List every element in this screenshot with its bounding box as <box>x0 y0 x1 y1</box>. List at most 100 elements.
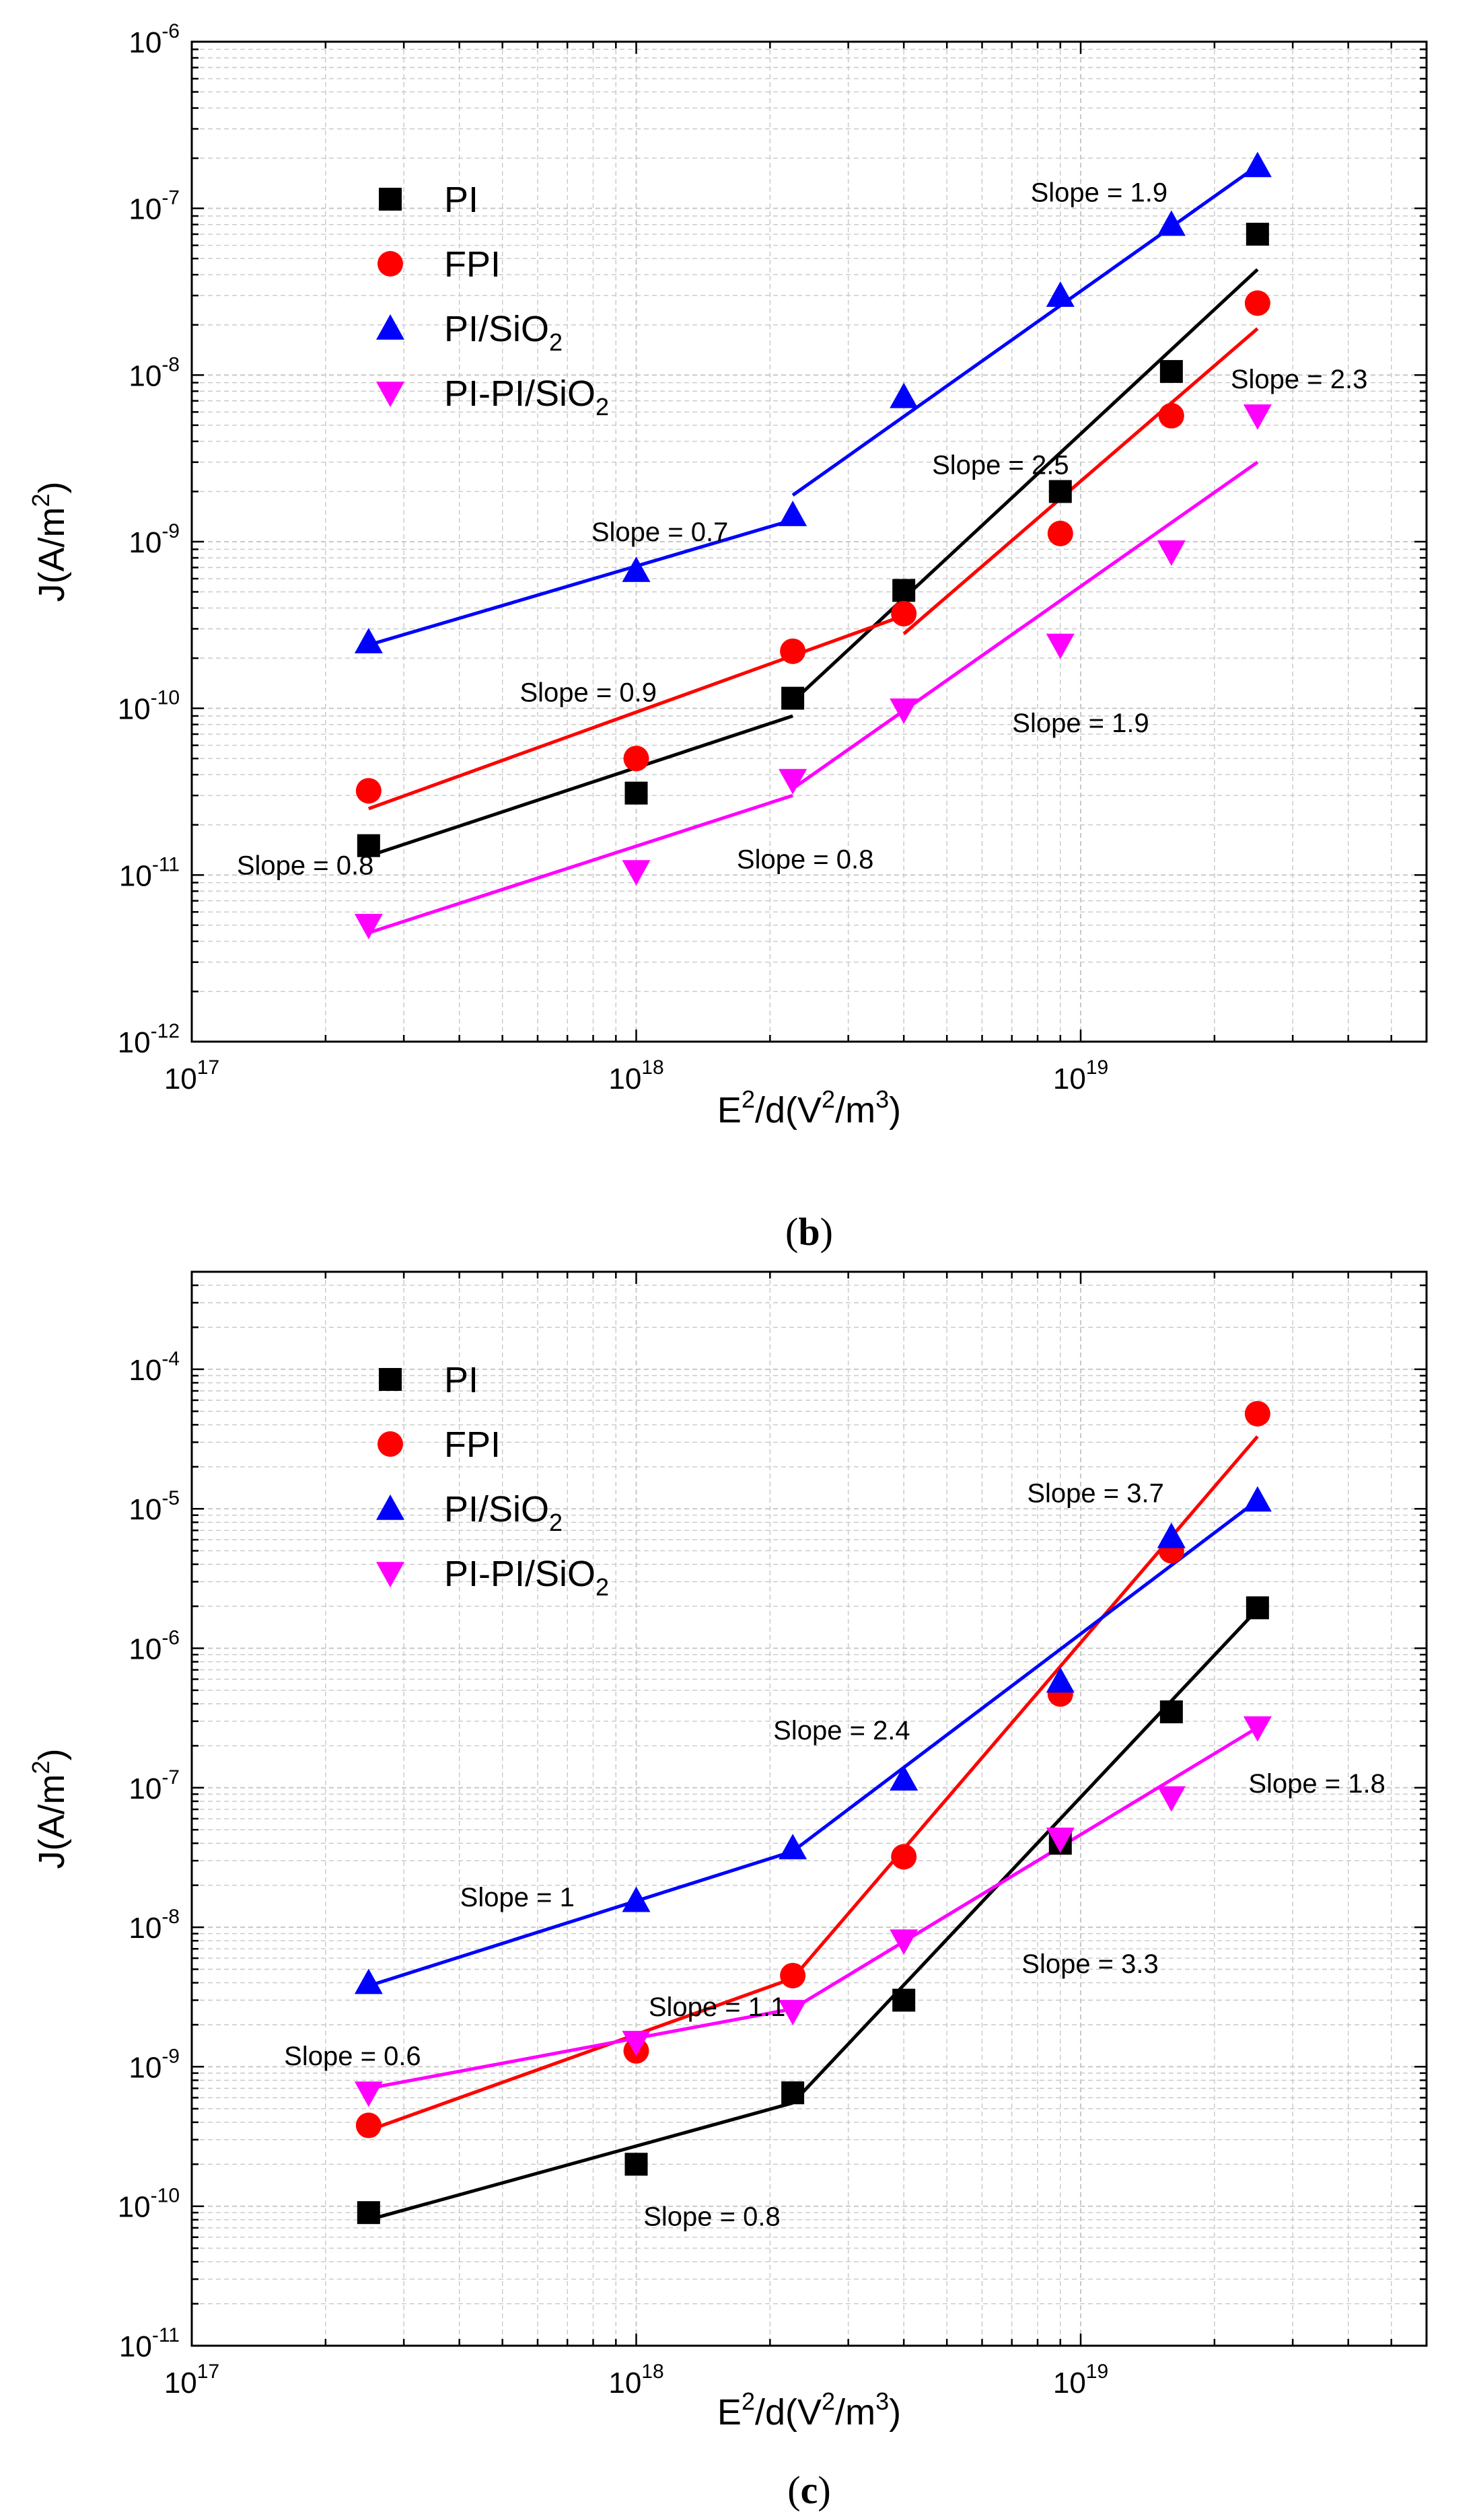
panel-paren: ( <box>787 2468 800 2512</box>
series-points <box>357 223 1269 857</box>
tick-base: 10 <box>1053 2367 1086 2400</box>
y-title-part: ) <box>32 481 72 493</box>
series-points <box>354 1486 1272 1994</box>
data-point <box>1047 520 1073 546</box>
x-tick-label: 1018 <box>608 2361 663 2400</box>
y-tick-label: 10-11 <box>119 2324 180 2363</box>
data-point <box>1046 1827 1075 1853</box>
fit-line <box>368 793 793 935</box>
legend-label: PI-PI/SiO2 <box>444 1554 609 1601</box>
fit-line <box>791 164 1259 497</box>
fit-lines <box>367 164 1259 935</box>
data-point <box>1159 1700 1183 1724</box>
data-point <box>890 1765 918 1791</box>
y-tick-label: 10-5 <box>129 1487 180 1526</box>
tick-base: 10 <box>129 1912 161 1945</box>
tick-base: 10 <box>129 359 161 392</box>
y-axis-title: J(A/m2) <box>27 481 72 602</box>
legend-label: PI/SiO2 <box>444 1489 563 1536</box>
slope-annotation: Slope = 0.9 <box>519 678 657 708</box>
x-tick-label: 1019 <box>1053 2361 1108 2400</box>
data-point <box>1157 1522 1186 1548</box>
tick-exponent: -8 <box>161 353 180 375</box>
legend-text: PI/SiO <box>444 309 549 349</box>
data-point <box>1244 1400 1270 1427</box>
tick-base: 10 <box>608 2367 641 2400</box>
tick-exponent: -8 <box>161 1906 180 1928</box>
x-title-part: /m <box>835 2392 875 2433</box>
tick-base: 10 <box>118 1026 151 1059</box>
y-title-sup: 2 <box>27 1760 55 1774</box>
tick-base: 10 <box>129 193 161 226</box>
legend-marker <box>379 1368 402 1391</box>
legend-text: PI <box>444 1360 478 1400</box>
x-title-sup: 2 <box>742 1085 755 1113</box>
slope-annotation: Slope = 1.1 <box>649 1992 786 2022</box>
legend-label: FPI <box>444 244 501 285</box>
data-point <box>891 600 917 626</box>
fit-line <box>791 460 1259 790</box>
fit-line <box>368 2101 793 2222</box>
panel-label: (b) <box>785 1210 833 1254</box>
tick-exponent: -4 <box>161 1348 180 1370</box>
legend-subscript: 2 <box>596 393 609 421</box>
legend-label: PI <box>444 180 478 220</box>
legend-text: PI-PI/SiO <box>444 1554 596 1594</box>
data-point <box>622 2031 651 2056</box>
slope-annotation: Slope = 1 <box>460 1883 575 1912</box>
data-point <box>355 778 382 804</box>
slope-annotation: Slope = 2.5 <box>932 450 1069 480</box>
y-axis-title: J(A/m2) <box>27 1748 72 1869</box>
tick-exponent: 18 <box>641 1056 663 1079</box>
x-title-part: ) <box>889 1090 901 1130</box>
tick-base: 10 <box>164 1063 197 1095</box>
data-point <box>1159 360 1183 384</box>
legend-text: PI-PI/SiO <box>444 373 596 414</box>
data-point <box>1157 210 1186 236</box>
data-point <box>355 2112 382 2138</box>
fit-line <box>368 518 793 647</box>
y-tick-label: 10-8 <box>129 353 180 392</box>
x-title-part: /d(V <box>755 1090 822 1130</box>
x-axis-title: E2/d(V2/m3) <box>717 2387 901 2433</box>
y-tick-label: 10-10 <box>118 2185 180 2224</box>
series-points <box>354 1716 1272 2108</box>
legend-label: PI-PI/SiO2 <box>444 373 609 421</box>
axis-ticks <box>190 1270 1428 2347</box>
tick-exponent: -10 <box>151 2185 180 2207</box>
tick-exponent: -6 <box>161 20 180 42</box>
y-tick-label: 10-9 <box>129 520 180 559</box>
tick-base: 10 <box>129 1354 161 1387</box>
tick-base: 10 <box>129 1632 161 1665</box>
tick-exponent: -9 <box>161 2045 180 2067</box>
slope-annotation: Slope = 0.8 <box>643 2202 781 2231</box>
data-point <box>1243 1486 1272 1512</box>
data-point <box>1046 633 1075 659</box>
x-tick-label: 1018 <box>608 1056 663 1095</box>
legend-marker <box>376 1495 404 1520</box>
tick-base: 10 <box>129 2051 161 2084</box>
panel-c-chart: 1017 1018 101910-1110-1010-910-810-710-610… <box>27 1270 1428 2512</box>
x-title-part: E <box>717 1090 742 1130</box>
tick-exponent: -6 <box>161 1626 180 1649</box>
tick-exponent: 19 <box>1086 2361 1108 2383</box>
data-point <box>1046 281 1075 307</box>
y-title-part: ) <box>32 1748 72 1760</box>
slope-annotation: Slope = 3.3 <box>1021 1949 1159 1979</box>
y-tick-label: 10-7 <box>129 1766 180 1805</box>
slope-annotation: Slope = 1.9 <box>1031 178 1168 208</box>
data-point <box>354 914 383 939</box>
data-point <box>1246 223 1269 246</box>
data-point <box>891 1844 917 1870</box>
slope-annotations: Slope = 3.7 Slope = 2.4 Slope = 1.8 Slope =… <box>284 1479 1385 2232</box>
tick-base: 10 <box>129 1493 161 1526</box>
fit-line <box>791 1726 1259 2011</box>
y-tick-label: 10-10 <box>118 687 180 726</box>
legend-subscript: 2 <box>549 328 563 356</box>
panel-letter: c <box>801 2468 818 2512</box>
panel-paren: ) <box>820 1210 833 1254</box>
data-point <box>622 860 651 886</box>
